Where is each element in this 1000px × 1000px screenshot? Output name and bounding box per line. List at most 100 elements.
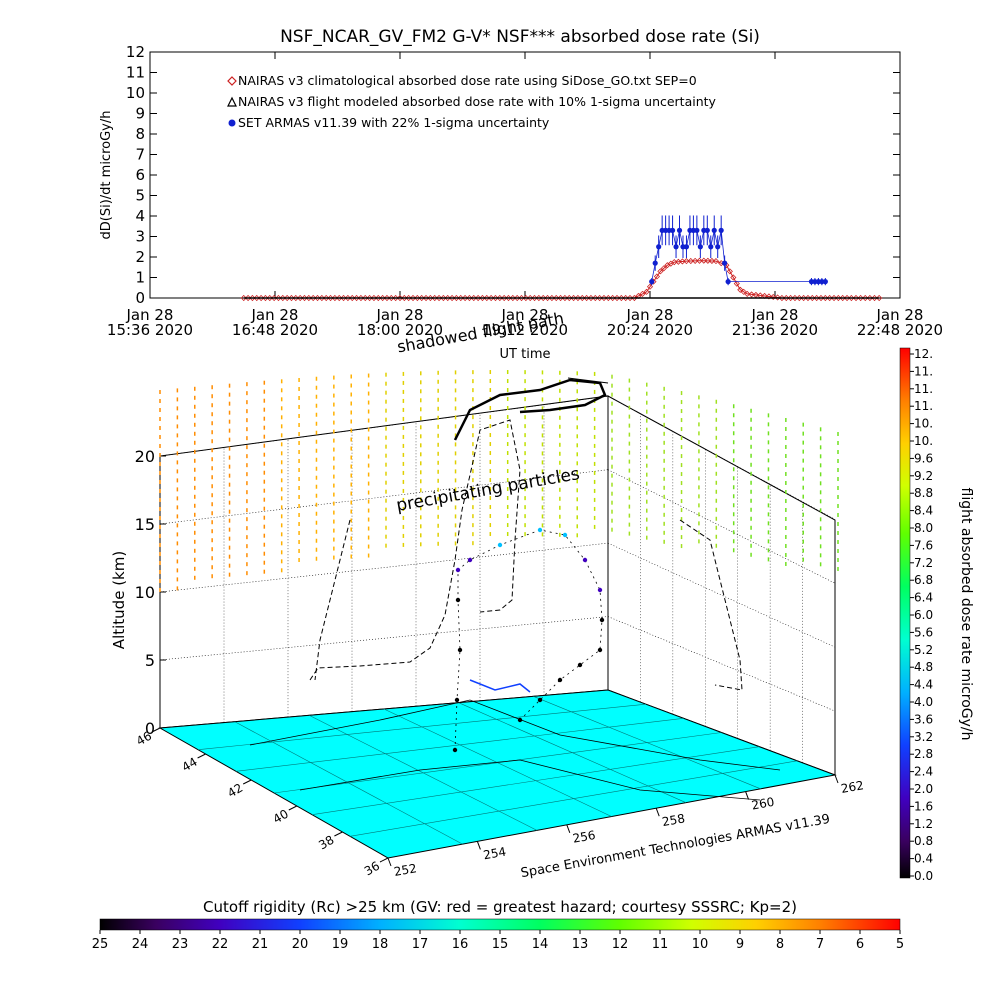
climatological-marker — [262, 294, 269, 302]
dose-tick-label: 1.2 — [914, 817, 933, 831]
climatological-marker — [535, 294, 542, 302]
climatological-marker — [813, 294, 820, 302]
climatological-marker — [557, 294, 564, 302]
climatological-marker — [396, 294, 404, 302]
annotation-precipitating-particles: precipitating particles — [395, 464, 582, 516]
y-tick-label: 6 — [135, 166, 145, 184]
climatological-marker — [862, 294, 869, 302]
x-tick-time: 21:36 2020 — [732, 321, 818, 339]
climatological-marker — [566, 294, 573, 302]
alt-gridline-left — [159, 469, 609, 525]
climatological-line — [243, 260, 880, 299]
climatological-marker — [327, 294, 334, 302]
armas-point — [652, 260, 658, 266]
z-tick-label: 0 — [145, 719, 155, 738]
x-tick-time: 15:36 2020 — [107, 321, 193, 339]
climatological-marker — [349, 294, 356, 302]
climatological-marker — [570, 294, 577, 302]
climatological-marker — [692, 257, 699, 264]
x-tick-time: 22:48 2020 — [857, 321, 943, 339]
x-tick-time: 20:24 2020 — [607, 321, 693, 339]
climatological-marker — [843, 294, 851, 302]
climatological-marker — [470, 294, 477, 302]
lon-tick — [834, 774, 839, 784]
x-tick-date: Jan 28 — [126, 306, 174, 324]
climatological-marker — [866, 294, 873, 302]
climatological-marker — [726, 268, 733, 275]
climatological-marker — [453, 294, 460, 302]
armas-line — [651, 229, 826, 283]
rc-tick-label: 17 — [412, 937, 429, 952]
dose-colorbar-label: flight absorbed dose rate microGy/h — [958, 488, 974, 741]
climatological-marker — [409, 294, 417, 302]
dose-tick-label: 12. — [914, 347, 933, 361]
climatological-marker — [657, 268, 664, 275]
climatological-marker — [778, 294, 786, 302]
x-tick-time: 16:48 2020 — [232, 321, 318, 339]
armas-point — [669, 227, 676, 233]
rc-colorbar — [99, 918, 901, 931]
climatological-marker — [687, 257, 694, 265]
climatological-marker — [496, 294, 503, 302]
rc-tick-label: 25 — [92, 937, 109, 952]
lon-tick-label: 252 — [393, 861, 418, 879]
climatological-marker — [737, 286, 744, 293]
dose-curtain — [159, 370, 839, 592]
lon-tick-label: 258 — [661, 811, 686, 829]
dose-tick-label: 10. — [914, 434, 933, 448]
flight-point — [562, 532, 568, 538]
climatological-marker — [835, 294, 842, 302]
water-line — [469, 679, 531, 693]
lon-tick — [745, 791, 750, 800]
climatological-marker — [509, 294, 516, 302]
climatological-marker — [310, 294, 317, 302]
alt-gridline-right — [607, 616, 836, 712]
climatological-marker — [660, 265, 667, 272]
flight-point — [557, 677, 563, 683]
climatological-marker — [440, 294, 447, 302]
climatological-marker — [770, 293, 777, 301]
rc-colorbar-title: Cutoff rigidity (Rc) >25 km (GV: red = g… — [203, 898, 797, 916]
climatological-marker — [501, 294, 508, 302]
armas-point — [718, 227, 724, 233]
climatological-marker — [362, 294, 369, 302]
climatological-marker — [288, 294, 295, 302]
flight-point — [582, 557, 588, 563]
rc-tick-label: 20 — [292, 937, 309, 952]
climatological-marker — [730, 274, 737, 281]
lat-tick-label: 38 — [316, 833, 336, 853]
climatological-marker — [631, 294, 638, 302]
climatological-marker — [696, 257, 703, 264]
dose-tick-label: 8.4 — [914, 504, 933, 518]
lon-tick — [476, 841, 481, 850]
rc-tick-label: 9 — [736, 937, 744, 952]
climatological-marker — [492, 294, 499, 302]
flight-path-3d — [309, 377, 743, 753]
z-axis-label: Altitude (km) — [110, 551, 128, 649]
armas-point — [725, 279, 731, 285]
climatological-marker — [540, 294, 547, 302]
rc-tick-label: 10 — [692, 937, 709, 952]
top-plot-frame — [149, 51, 901, 299]
armas-point — [656, 244, 662, 250]
dose-tick-label: 3.6 — [914, 712, 933, 726]
flight-point — [577, 662, 583, 668]
climatological-marker — [765, 293, 772, 300]
rc-tick-label: 15 — [492, 937, 509, 952]
climatological-marker — [462, 294, 469, 302]
climatological-marker — [622, 294, 629, 302]
y-tick-label: 5 — [135, 187, 145, 205]
climatological-marker — [700, 257, 707, 264]
climatological-marker — [609, 294, 616, 302]
climatological-marker — [809, 294, 816, 302]
climatological-marker — [457, 294, 464, 302]
lat-tick-label: 42 — [225, 781, 245, 801]
climatological-marker — [357, 294, 365, 302]
climatological-marker — [279, 294, 286, 302]
y-tick-label: 0 — [135, 289, 145, 307]
dose-tick-label: 11. — [914, 399, 933, 413]
climatological-marker — [643, 288, 650, 295]
climatological-marker — [639, 290, 646, 297]
back-wall-left — [159, 395, 609, 729]
climatological-marker — [740, 288, 747, 295]
